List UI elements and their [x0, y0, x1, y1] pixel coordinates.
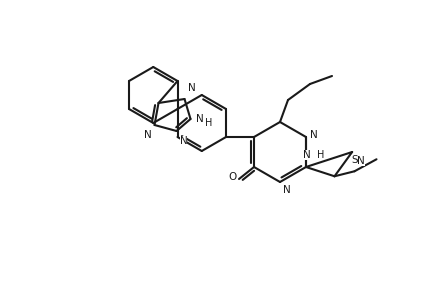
Text: N: N — [179, 136, 187, 146]
Text: S: S — [351, 155, 358, 165]
Text: N: N — [357, 156, 365, 166]
Text: H: H — [317, 150, 325, 160]
Text: H: H — [205, 118, 212, 128]
Text: N: N — [144, 130, 152, 140]
Text: N: N — [310, 130, 318, 140]
Text: N: N — [195, 114, 203, 124]
Text: N: N — [187, 83, 195, 93]
Text: N: N — [283, 185, 291, 195]
Text: N: N — [303, 150, 311, 160]
Text: O: O — [229, 172, 237, 182]
